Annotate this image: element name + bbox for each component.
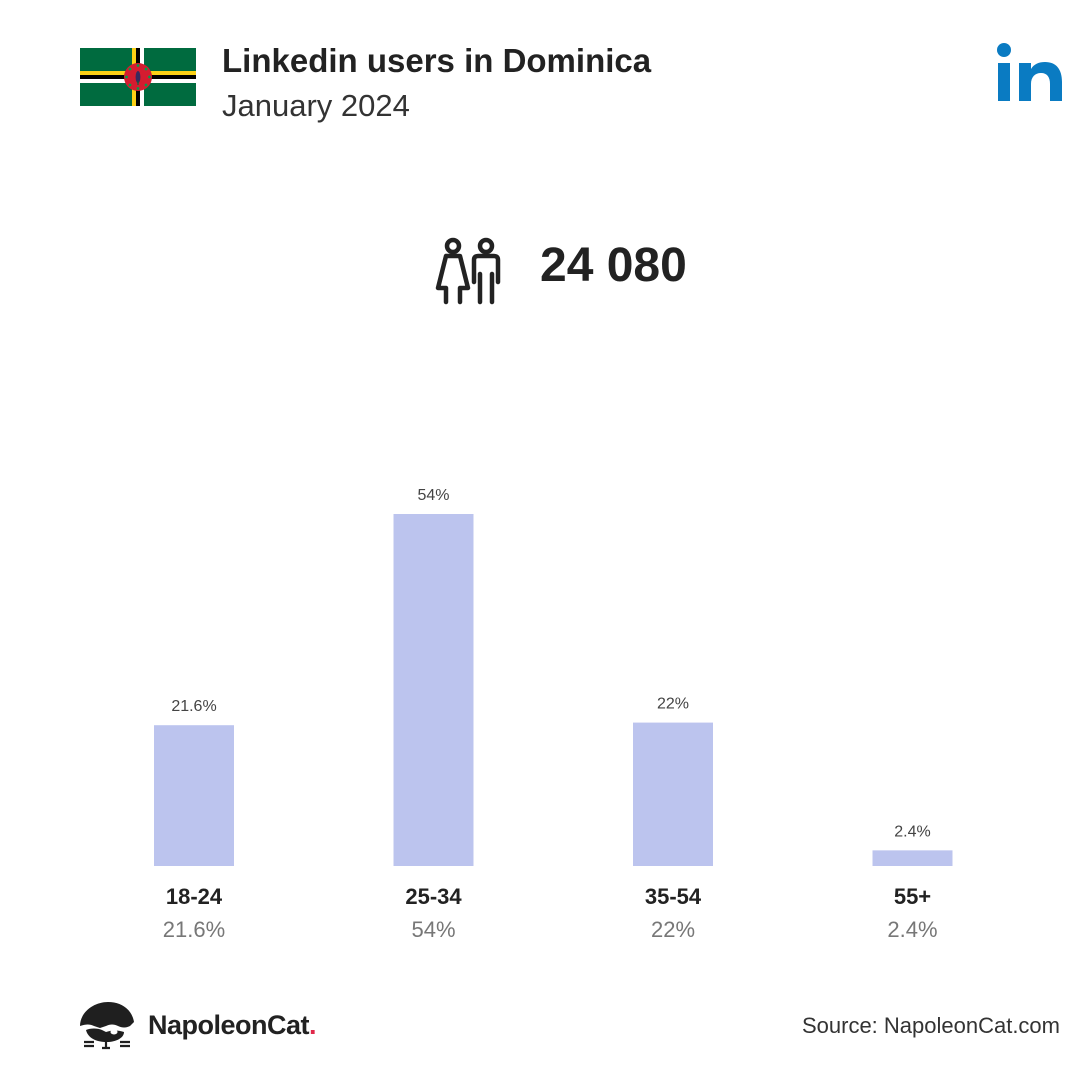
category-value: 21.6% xyxy=(162,917,226,942)
bar-value-label: 54% xyxy=(417,487,449,504)
category-label: 35-54 xyxy=(644,884,702,909)
people-icon xyxy=(435,237,501,305)
bar-18-24 xyxy=(154,725,234,866)
bar-value-label: 22% xyxy=(657,696,689,713)
category-value: 54% xyxy=(411,917,456,942)
category-label: 25-34 xyxy=(405,884,462,909)
bar-25-34 xyxy=(393,514,474,866)
linkedin-icon xyxy=(997,43,1062,101)
category-value: 22% xyxy=(650,917,696,942)
footer-brand-dot: . xyxy=(309,1010,317,1040)
page-subtitle: January 2024 xyxy=(222,88,410,123)
bar-value-label: 21.6% xyxy=(171,698,216,715)
category-label: 55+ xyxy=(893,884,932,909)
page-title: Linkedin users in Dominica xyxy=(222,42,652,79)
napoleoncat-logo-icon xyxy=(80,1002,134,1050)
category-label: 18-24 xyxy=(165,884,223,909)
bar-value-label: 2.4% xyxy=(894,823,930,840)
dominica-flag-icon xyxy=(80,48,196,106)
bar-55+ xyxy=(872,850,953,866)
footer-brand-name: NapoleonCat. xyxy=(148,1010,317,1041)
category-value: 2.4% xyxy=(887,917,938,942)
bar-35-54 xyxy=(633,722,713,866)
footer-brand-text: NapoleonCat xyxy=(148,1010,310,1040)
total-users-count: 24 080 xyxy=(540,239,687,292)
source-credit: Source: NapoleonCat.com xyxy=(801,1013,1060,1038)
